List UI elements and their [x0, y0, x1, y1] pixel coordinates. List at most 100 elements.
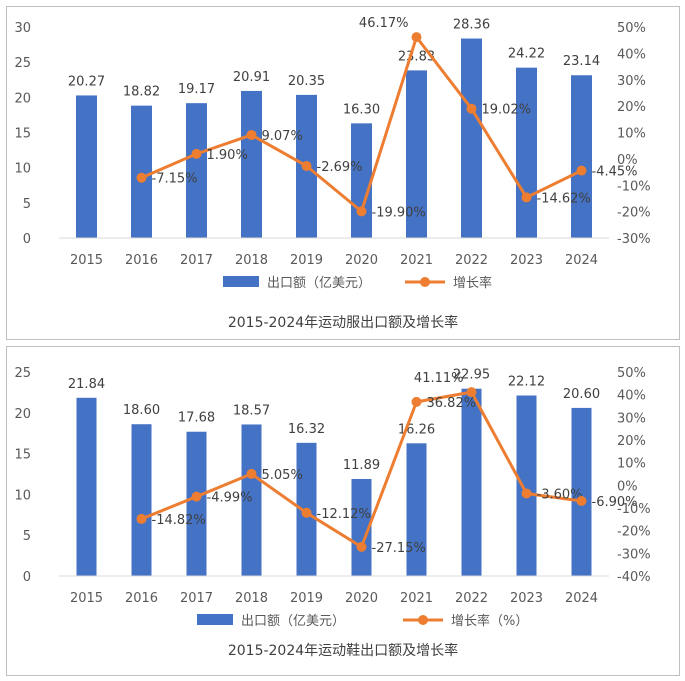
y-right-tick-label: -10%	[617, 502, 651, 517]
y-right-tick-label: 0%	[617, 479, 638, 494]
growth-value-label: 19.02%	[482, 103, 532, 118]
y-left-tick-label: 25	[14, 366, 31, 381]
bar-value-label: 28.36	[453, 18, 490, 33]
y-left-tick-label: 10	[14, 488, 31, 503]
growth-point-2021	[411, 32, 422, 43]
y-right-tick-label: 30%	[617, 74, 646, 89]
y-left-tick-label: 20	[14, 407, 31, 422]
x-tick-label: 2020	[345, 253, 378, 268]
growth-point-2022	[466, 103, 477, 114]
growth-point-2018	[246, 468, 257, 479]
legend-line-marker	[418, 615, 428, 625]
bar-export-2022	[461, 38, 482, 238]
bar-export-2018	[241, 90, 262, 238]
bar-value-label: 20.27	[68, 74, 105, 89]
bar-value-label: 18.57	[233, 403, 270, 418]
growth-point-2020	[356, 541, 367, 552]
x-tick-label: 2024	[565, 253, 598, 268]
x-tick-label: 2023	[510, 591, 543, 606]
bar-value-label: 20.60	[563, 387, 600, 402]
y-right-tick-label: -30%	[617, 232, 651, 247]
growth-point-2019	[301, 160, 312, 171]
growth-value-label: -2.69%	[317, 160, 363, 175]
x-tick-label: 2021	[400, 591, 433, 606]
growth-value-label: -6.90%	[592, 495, 638, 510]
x-tick-label: 2017	[180, 253, 213, 268]
y-left-tick-label: 10	[14, 162, 31, 177]
bar-value-label: 16.32	[288, 422, 325, 437]
legend-bar-label: 出口额（亿美元）	[241, 614, 345, 629]
growth-point-2016	[136, 172, 147, 183]
bar-value-label: 19.17	[178, 82, 215, 97]
legend-line-marker	[420, 277, 430, 287]
bar-value-label: 23.14	[563, 54, 600, 69]
legend-line-label: 增长率（%）	[451, 613, 528, 629]
y-right-tick-label: 20%	[617, 100, 646, 115]
y-left-tick-label: 0	[23, 232, 31, 247]
bar-value-label: 22.95	[453, 368, 490, 383]
bar-value-label: 16.30	[343, 102, 380, 117]
x-tick-label: 2023	[510, 253, 543, 268]
bar-export-2023	[516, 395, 537, 576]
growth-value-label: -14.82%	[152, 513, 206, 528]
growth-value-label: 5.05%	[262, 468, 303, 483]
x-tick-label: 2021	[400, 253, 433, 268]
growth-point-2024	[576, 495, 587, 506]
bar-value-label: 24.22	[508, 47, 545, 62]
y-right-tick-label: 10%	[617, 457, 646, 472]
y-right-tick-label: 40%	[617, 389, 646, 404]
growth-value-label: -4.99%	[207, 491, 253, 506]
growth-point-2024	[576, 165, 587, 176]
y-left-tick-label: 15	[14, 127, 31, 142]
growth-point-2016	[136, 513, 147, 524]
legend-line-label: 增长率	[453, 275, 492, 291]
growth-value-label: -4.45%	[592, 165, 638, 180]
y-right-tick-label: 0%	[617, 153, 638, 168]
chart-title: 2015-2024年运动鞋出口额及增长率	[228, 642, 458, 659]
y-left-tick-label: 15	[14, 448, 31, 463]
bar-value-label: 20.91	[233, 70, 270, 85]
chart-footwear-svg: 0 5 10 15 20 25 -40% -30% -20% -10% 0% 10% 20% 30% 40%…	[14, 366, 651, 659]
x-tick-label: 2015	[70, 253, 103, 268]
y-right-tick-label: 50%	[617, 366, 646, 381]
growth-value-label: -7.15%	[152, 172, 198, 187]
bar-value-label: 11.89	[343, 458, 380, 473]
bar-export-2017	[186, 103, 207, 239]
bar-export-2015	[76, 397, 97, 576]
bar-export-2020	[351, 478, 372, 576]
legend-bar-label: 出口额（亿美元）	[267, 276, 371, 291]
y-left-tick-label: 25	[14, 56, 31, 71]
growth-value-label: -12.12%	[317, 507, 371, 522]
x-tick-label: 2017	[180, 591, 213, 606]
bar-export-2015	[76, 95, 97, 239]
growth-value-label: 41.11%	[414, 371, 464, 386]
bar-export-2020	[351, 123, 372, 238]
y-right-tick-label: -20%	[617, 525, 651, 540]
bar-value-label: 21.84	[68, 377, 105, 392]
growth-point-2018	[246, 129, 257, 140]
growth-point-2017	[191, 491, 202, 502]
bar-value-label: 17.68	[178, 411, 215, 426]
y-right-tick-label: 40%	[617, 47, 646, 62]
growth-value-label: -14.62%	[537, 191, 591, 206]
growth-point-2020	[356, 206, 367, 217]
growth-value-label: -3.60%	[537, 487, 583, 502]
bar-export-2016	[131, 105, 152, 239]
bar-export-2024	[571, 407, 592, 576]
bar-export-2021	[406, 70, 427, 239]
growth-point-2021	[411, 396, 422, 407]
chart-panel-apparel: 0 5 10 15 20 25 30 -30% -20% -10% 0% 10% 20% 30% 40% 50…	[6, 6, 680, 340]
bar-value-label: 23.83	[398, 49, 435, 64]
chart-title: 2015-2024年运动服出口额及增长率	[228, 314, 458, 331]
bar-value-label: 18.60	[123, 403, 160, 418]
y-right-tick-label: 50%	[617, 21, 646, 36]
x-tick-label: 2019	[290, 591, 323, 606]
y-right-tick-label: -40%	[617, 570, 651, 585]
y-right-tick-label: 10%	[617, 127, 646, 142]
chart-panel-footwear: 0 5 10 15 20 25 -40% -30% -20% -10% 0% 10% 20% 30% 40%…	[6, 346, 680, 676]
y-left-tick-label: 30	[14, 21, 31, 36]
bar-value-label: 22.12	[508, 375, 545, 390]
bar-export-2022	[461, 388, 482, 576]
bar-value-label: 18.82	[123, 85, 160, 100]
y-left-tick-label: 0	[23, 570, 31, 585]
